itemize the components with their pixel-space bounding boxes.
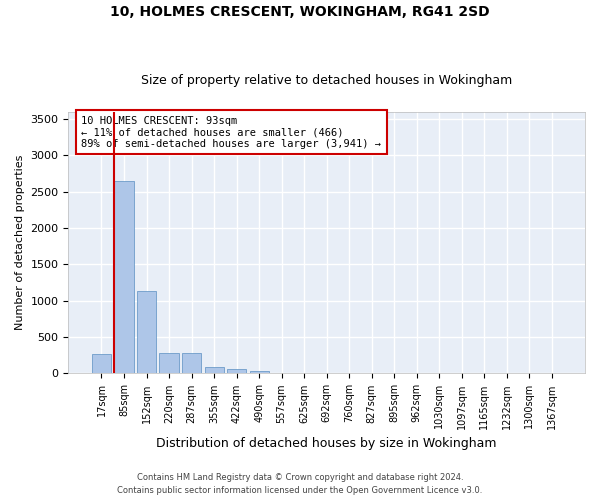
Bar [182, 353, 201, 374]
Bar [250, 371, 269, 374]
Title: Size of property relative to detached houses in Wokingham: Size of property relative to detached ho… [141, 74, 512, 87]
Bar [137, 290, 156, 374]
Bar [205, 367, 224, 374]
Bar [92, 354, 111, 374]
X-axis label: Distribution of detached houses by size in Wokingham: Distribution of detached houses by size … [157, 437, 497, 450]
Bar [227, 370, 246, 374]
Bar [160, 353, 179, 374]
Text: Contains HM Land Registry data © Crown copyright and database right 2024.
Contai: Contains HM Land Registry data © Crown c… [118, 474, 482, 495]
Text: 10 HOLMES CRESCENT: 93sqm
← 11% of detached houses are smaller (466)
89% of semi: 10 HOLMES CRESCENT: 93sqm ← 11% of detac… [82, 116, 382, 149]
Text: 10, HOLMES CRESCENT, WOKINGHAM, RG41 2SD: 10, HOLMES CRESCENT, WOKINGHAM, RG41 2SD [110, 5, 490, 19]
Y-axis label: Number of detached properties: Number of detached properties [15, 155, 25, 330]
Bar [115, 181, 134, 374]
